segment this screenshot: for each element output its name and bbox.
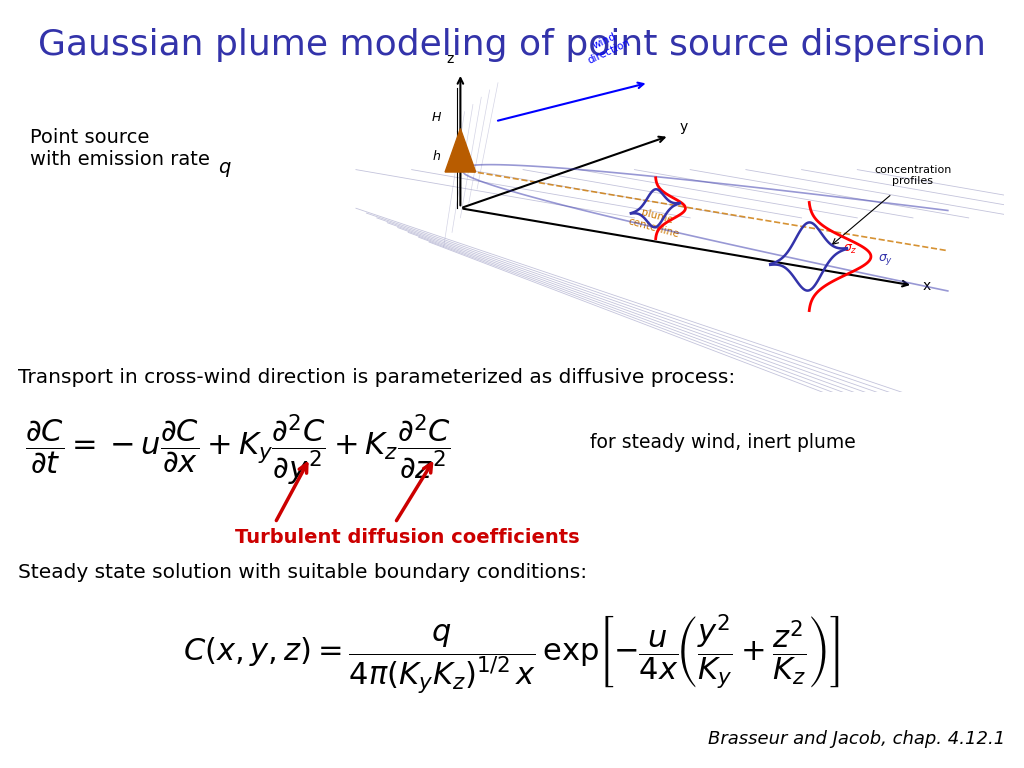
Text: Turbulent diffusion coefficients: Turbulent diffusion coefficients	[234, 528, 580, 547]
Text: $C(x,y,z) = \dfrac{q}{4\pi(K_y K_z)^{1/2}\, x} \,\exp\!\left[-\dfrac{u}{4x}\!\le: $C(x,y,z) = \dfrac{q}{4\pi(K_y K_z)^{1/2…	[183, 613, 841, 697]
Polygon shape	[445, 128, 476, 172]
Text: wind
direction: wind direction	[582, 26, 632, 65]
Text: Steady state solution with suitable boundary conditions:: Steady state solution with suitable boun…	[18, 563, 587, 582]
Text: Brasseur and Jacob, chap. 4.12.1: Brasseur and Jacob, chap. 4.12.1	[708, 730, 1005, 748]
Text: for steady wind, inert plume: for steady wind, inert plume	[590, 433, 856, 452]
Text: Transport in cross-wind direction is parameterized as diffusive process:: Transport in cross-wind direction is par…	[18, 368, 735, 387]
Text: concentration
profiles: concentration profiles	[874, 164, 951, 186]
Text: Point source
with emission rate: Point source with emission rate	[30, 128, 216, 169]
Text: $\sigma_z$: $\sigma_z$	[844, 243, 858, 256]
Text: Gaussian plume modeling of point source dispersion: Gaussian plume modeling of point source …	[38, 28, 986, 62]
Text: y: y	[679, 120, 687, 134]
Text: z: z	[446, 52, 454, 66]
Text: q: q	[218, 158, 230, 177]
Text: h: h	[432, 150, 440, 163]
Text: $\dfrac{\partial C}{\partial t} = -u\dfrac{\partial C}{\partial x} + K_y\dfrac{\: $\dfrac{\partial C}{\partial t} = -u\dfr…	[25, 413, 451, 488]
Text: H: H	[431, 111, 440, 124]
Text: x: x	[923, 280, 931, 293]
Text: $\sigma_y$: $\sigma_y$	[879, 253, 893, 267]
Text: plume
centerline: plume centerline	[627, 205, 684, 239]
